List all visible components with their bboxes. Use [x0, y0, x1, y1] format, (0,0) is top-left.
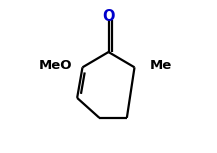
Text: MeO: MeO [39, 59, 72, 72]
Text: Me: Me [149, 59, 172, 72]
Text: O: O [102, 9, 115, 24]
